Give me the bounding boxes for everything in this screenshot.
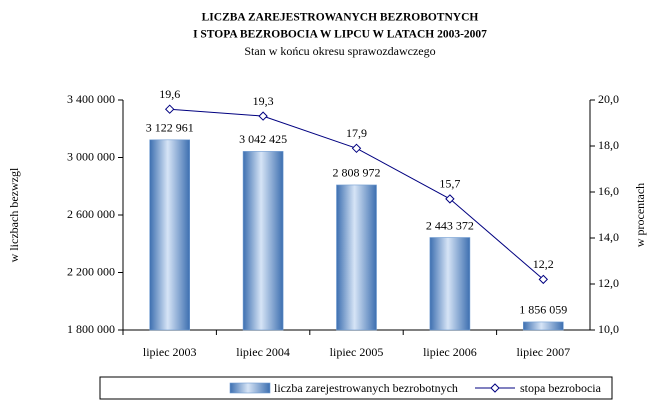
y-tick-label: 2 600 000 xyxy=(67,207,115,221)
data-label: 19,3 xyxy=(253,94,274,108)
y2-tick-label: 16,0 xyxy=(598,184,619,198)
chart-title: LICZBA ZAREJESTROWANYCH BEZROBOTNYCH xyxy=(202,12,479,24)
legend-swatch xyxy=(490,383,500,393)
y2-tick-label: 20,0 xyxy=(598,92,619,106)
x-tick-label: lipiec 2006 xyxy=(423,345,477,359)
y-tick-label: 3 000 000 xyxy=(67,149,115,163)
x-tick-label: lipiec 2003 xyxy=(143,345,197,359)
data-label: 1 856 059 xyxy=(519,303,567,317)
x-tick-label: lipiec 2004 xyxy=(236,345,290,359)
legend-swatch xyxy=(229,382,271,394)
data-label: 19,6 xyxy=(159,87,180,101)
legend-label: liczba zarejestrowanych bezrobotnych xyxy=(274,381,458,395)
y2-tick-label: 12,0 xyxy=(598,276,619,290)
y-axis-label: w liczbach bezwzgl xyxy=(7,167,21,262)
y-tick-label: 1 800 000 xyxy=(67,322,115,336)
y2-tick-label: 14,0 xyxy=(598,230,619,244)
bar xyxy=(522,321,564,331)
y2-axis-label: w procentach xyxy=(633,183,647,247)
bar xyxy=(336,184,377,331)
data-label: 2 808 972 xyxy=(333,166,381,180)
y-tick-label: 3 400 000 xyxy=(67,92,115,106)
legend-label: stopa bezrobocia xyxy=(520,381,602,395)
y-tick-label: 2 200 000 xyxy=(67,264,115,278)
data-label: 3 122 961 xyxy=(146,121,194,135)
bar xyxy=(429,237,471,331)
data-label: 17,9 xyxy=(346,126,367,140)
bar xyxy=(149,139,190,331)
y2-tick-label: 10,0 xyxy=(598,322,619,336)
y2-tick-label: 18,0 xyxy=(598,138,619,152)
data-label: 2 443 372 xyxy=(426,218,474,232)
marker xyxy=(351,143,362,154)
x-tick-label: lipiec 2007 xyxy=(516,345,570,359)
marker xyxy=(445,194,455,204)
x-tick-label: lipiec 2005 xyxy=(330,345,384,359)
data-label: 12,2 xyxy=(533,257,554,271)
data-label: 3 042 425 xyxy=(239,132,287,146)
marker xyxy=(538,274,549,285)
legend-box xyxy=(99,376,613,400)
data-label: 15,7 xyxy=(439,177,460,191)
chart-title: I STOPA BEZROBOCIA W LIPCU W LATACH 2003… xyxy=(193,29,487,41)
chart-subtitle: Stan w końcu okresu sprawozdawczego xyxy=(244,44,435,58)
marker xyxy=(258,111,268,121)
marker xyxy=(164,104,175,114)
bar xyxy=(242,151,284,331)
